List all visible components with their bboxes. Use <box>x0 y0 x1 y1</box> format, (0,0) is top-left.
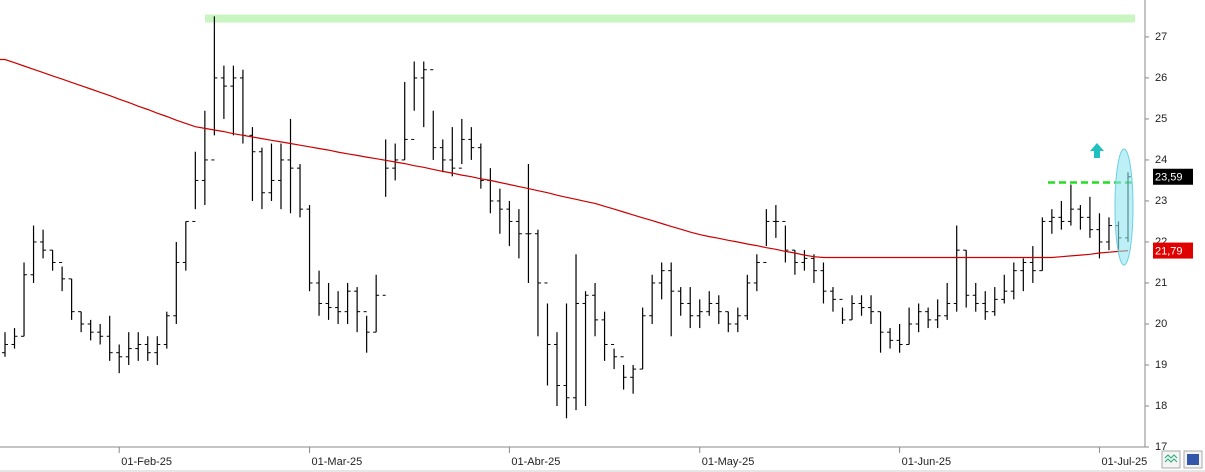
price-tag-label: 23,59 <box>1155 172 1183 184</box>
x-tick-label: 01-Feb-25 <box>121 456 172 468</box>
y-tick-label: 27 <box>1155 31 1167 43</box>
highlight-ellipse <box>1114 148 1134 266</box>
zoom-button[interactable] <box>1161 450 1181 469</box>
price-tag-label: 21,79 <box>1155 245 1183 257</box>
y-tick-label: 19 <box>1155 359 1167 371</box>
x-tick-label: 01-Jul-25 <box>1101 456 1147 468</box>
price-tag <box>1153 242 1193 259</box>
save-icon <box>1187 454 1199 465</box>
y-tick-label: 18 <box>1155 400 1167 412</box>
x-tick-label: 01-Abr-25 <box>511 456 560 468</box>
y-tick-label: 23 <box>1155 195 1167 207</box>
y-tick-label: 20 <box>1155 318 1167 330</box>
zoom-icon <box>1164 454 1178 463</box>
up-arrow <box>1090 143 1104 158</box>
y-tick-label: 17 <box>1155 441 1167 453</box>
y-tick-label: 21 <box>1155 277 1167 289</box>
x-tick-label: 01-Mar-25 <box>312 456 363 468</box>
y-tick-label: 24 <box>1155 154 1167 166</box>
y-tick-label: 25 <box>1155 113 1167 125</box>
x-tick-label: 01-Jun-25 <box>902 456 952 468</box>
price-tag <box>1153 168 1193 185</box>
y-tick-label: 26 <box>1155 72 1167 84</box>
moving-average <box>0 58 1129 259</box>
x-tick-label: 01-May-25 <box>702 456 755 468</box>
